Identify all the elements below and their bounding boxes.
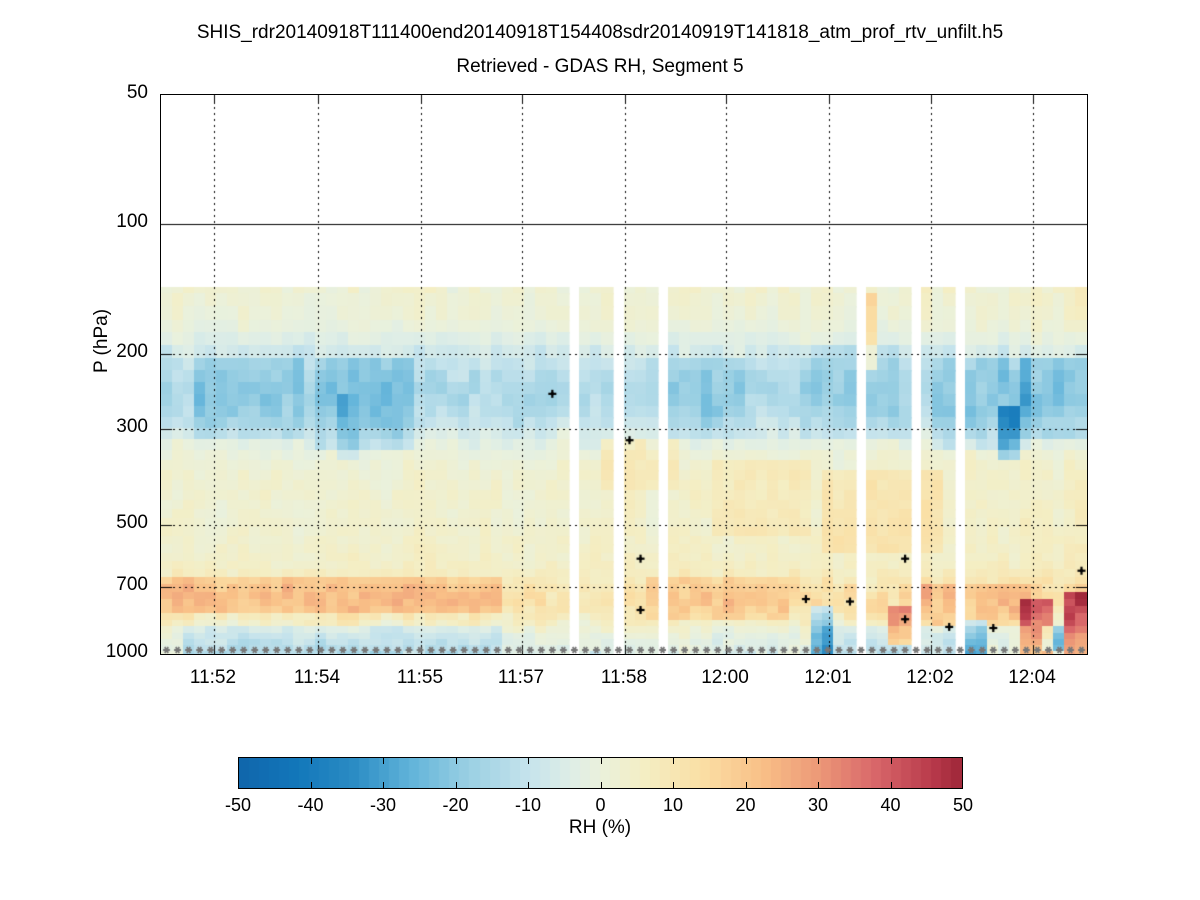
colorbar-tick-label: -30 xyxy=(369,795,396,815)
y-tick-label: 500 xyxy=(116,511,148,533)
page-subtitle: Retrieved - GDAS RH, Segment 5 xyxy=(456,56,744,77)
y-tick-label: 50 xyxy=(126,82,148,103)
colorbar-tick-label: -20 xyxy=(442,795,469,815)
colorbar-tick-label: 0 xyxy=(595,795,606,815)
x-tick-label: 11:55 xyxy=(396,667,444,688)
colorbar[interactable] xyxy=(238,757,963,789)
colorbar-tick-label: -50 xyxy=(224,795,251,815)
x-tick-label: 11:54 xyxy=(293,667,341,688)
heatmap-canvas xyxy=(161,95,1087,654)
x-tick-label: 11:57 xyxy=(497,667,545,688)
y-tick-label: 100 xyxy=(116,211,148,233)
x-tick-label: 12:01 xyxy=(804,667,852,688)
colorbar-tick-label: 20 xyxy=(735,795,756,815)
y-axis-label: P (hPa) xyxy=(91,308,112,374)
colorbar-tick-label: -10 xyxy=(514,795,541,815)
x-tick-label: 11:58 xyxy=(600,667,648,688)
colorbar-gradient xyxy=(239,758,962,788)
page-title: SHIS_rdr20140918T111400end20140918T15440… xyxy=(196,22,1004,43)
colorbar-tick-label: 10 xyxy=(662,795,684,815)
colorbar-axis-label: RH (%) xyxy=(568,817,632,838)
y-tick-label: 1000 xyxy=(105,641,148,662)
colorbar-tick-label: 50 xyxy=(952,795,974,815)
y-tick-label: 300 xyxy=(116,416,148,438)
colorbar-tick-label: 40 xyxy=(880,795,901,815)
y-tick-label: 700 xyxy=(116,574,148,596)
y-tick-label: 200 xyxy=(116,340,148,362)
x-tick-label: 12:00 xyxy=(701,667,749,688)
x-tick-label: 11:52 xyxy=(189,667,237,688)
heatmap-plot-area[interactable] xyxy=(160,94,1088,655)
x-tick-label: 12:04 xyxy=(1008,667,1056,688)
colorbar-tick-label: -40 xyxy=(297,795,324,815)
x-tick-label: 12:02 xyxy=(906,667,954,688)
colorbar-tick-label: 30 xyxy=(807,795,829,815)
